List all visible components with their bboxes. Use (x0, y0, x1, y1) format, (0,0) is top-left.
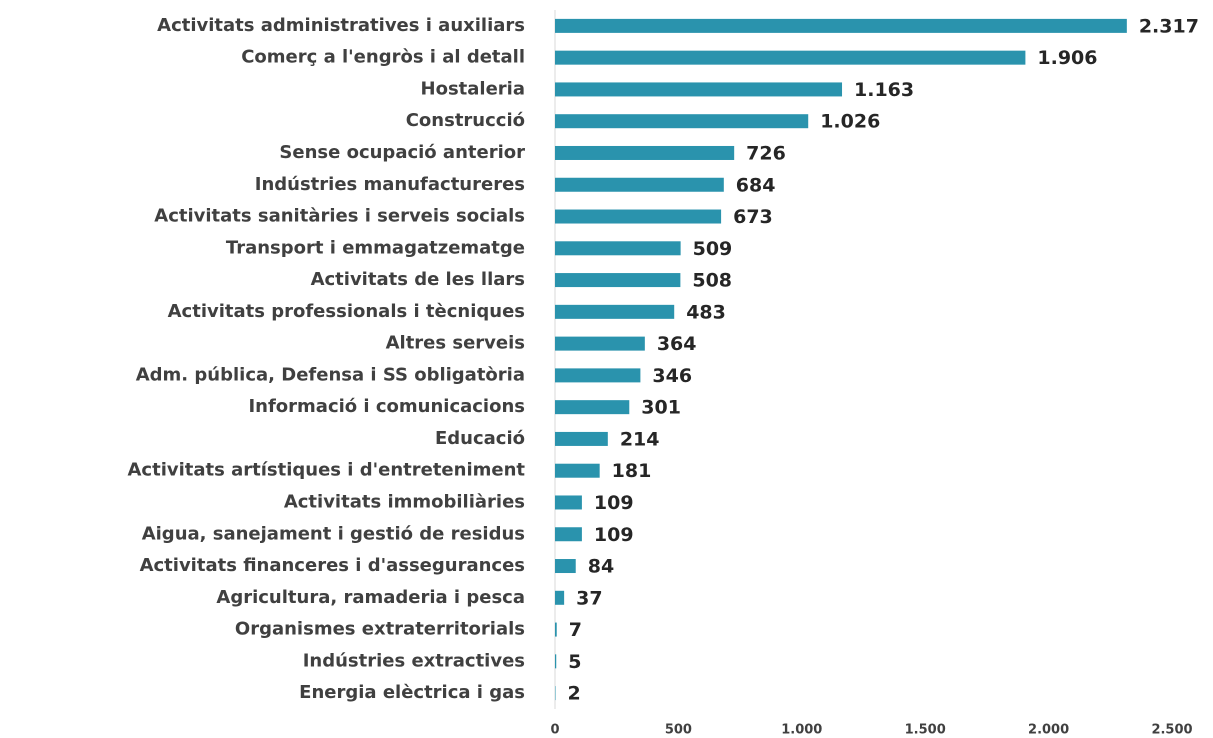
value-label: 84 (588, 556, 614, 578)
y-tick-label: Agricultura, ramaderia i pesca (216, 587, 525, 608)
value-label: 109 (594, 492, 634, 514)
value-label: 364 (657, 333, 697, 355)
value-label: 346 (652, 365, 692, 387)
bar (555, 82, 843, 97)
bar (555, 50, 1026, 65)
value-label: 109 (594, 524, 634, 546)
y-tick-label: Construcció (406, 110, 525, 131)
bar (555, 463, 600, 478)
bar (555, 559, 576, 574)
bar (555, 622, 557, 637)
value-label: 673 (733, 206, 773, 228)
y-tick-label: Activitats financeres i d'assegurances (140, 555, 525, 576)
y-tick-label: Activitats administratives i auxiliars (157, 15, 525, 36)
y-tick-label: Activitats artístiques i d'entreteniment (127, 460, 525, 481)
value-label: 37 (576, 587, 602, 609)
bar (555, 654, 557, 669)
bar (555, 495, 582, 510)
y-tick-label: Organismes extraterritorials (235, 619, 525, 640)
y-tick-label: Hostaleria (421, 78, 525, 99)
y-tick-label: Altres serveis (386, 333, 525, 354)
y-tick-label: Activitats sanitàries i serveis socials (154, 206, 525, 227)
value-label: 2 (567, 683, 580, 705)
bar (555, 273, 681, 288)
bar (555, 177, 724, 192)
y-tick-label: Activitats immobiliàries (284, 491, 525, 512)
value-label: 5 (568, 651, 581, 673)
y-tick-label: Sense ocupació anterior (279, 142, 525, 163)
y-tick-label: Indústries extractives (303, 650, 525, 671)
value-label: 1.026 (820, 111, 880, 133)
y-tick-label: Aigua, sanejament i gestió de residus (142, 523, 525, 544)
bar (555, 18, 1127, 33)
y-tick-label: Indústries manufactureres (255, 174, 525, 195)
bar (555, 527, 582, 542)
value-label: 1.163 (854, 79, 914, 101)
value-label: 726 (746, 142, 786, 164)
y-tick-label: Adm. pública, Defensa i SS obligatòria (136, 364, 525, 385)
value-label: 214 (620, 428, 660, 450)
x-tick-label: 2.500 (1151, 723, 1192, 738)
value-label: 7 (569, 619, 582, 641)
value-label: 483 (686, 301, 726, 323)
y-tick-label: Comerç a l'engròs i al detall (241, 47, 525, 68)
y-tick-label: Transport i emmagatzematge (226, 237, 525, 258)
value-label: 301 (641, 397, 681, 419)
bar (555, 114, 809, 129)
bar (555, 400, 630, 415)
bar (555, 304, 675, 319)
bar (555, 209, 722, 224)
y-tick-label: Energia elèctrica i gas (299, 682, 525, 703)
x-tick-label: 1.500 (905, 723, 946, 738)
value-label: 508 (692, 270, 732, 292)
bar (555, 145, 735, 160)
y-tick-label: Activitats professionals i tècniques (168, 301, 525, 322)
y-tick-label: Activitats de les llars (311, 269, 525, 290)
y-tick-label: Informació i comunicacions (248, 396, 525, 417)
x-tick-label: 0 (550, 723, 559, 738)
value-label: 181 (612, 460, 652, 482)
bar (555, 431, 608, 446)
value-label: 684 (736, 174, 776, 196)
bar (555, 368, 641, 383)
x-tick-label: 1.000 (781, 723, 822, 738)
value-label: 2.317 (1139, 15, 1199, 37)
y-tick-label: Educació (435, 428, 525, 449)
x-tick-label: 2.000 (1028, 723, 1069, 738)
value-label: 1.906 (1037, 47, 1097, 69)
value-label: 509 (693, 238, 733, 260)
bar (555, 590, 565, 605)
x-tick-label: 500 (665, 723, 692, 738)
bar (555, 336, 645, 351)
bar (555, 241, 681, 256)
